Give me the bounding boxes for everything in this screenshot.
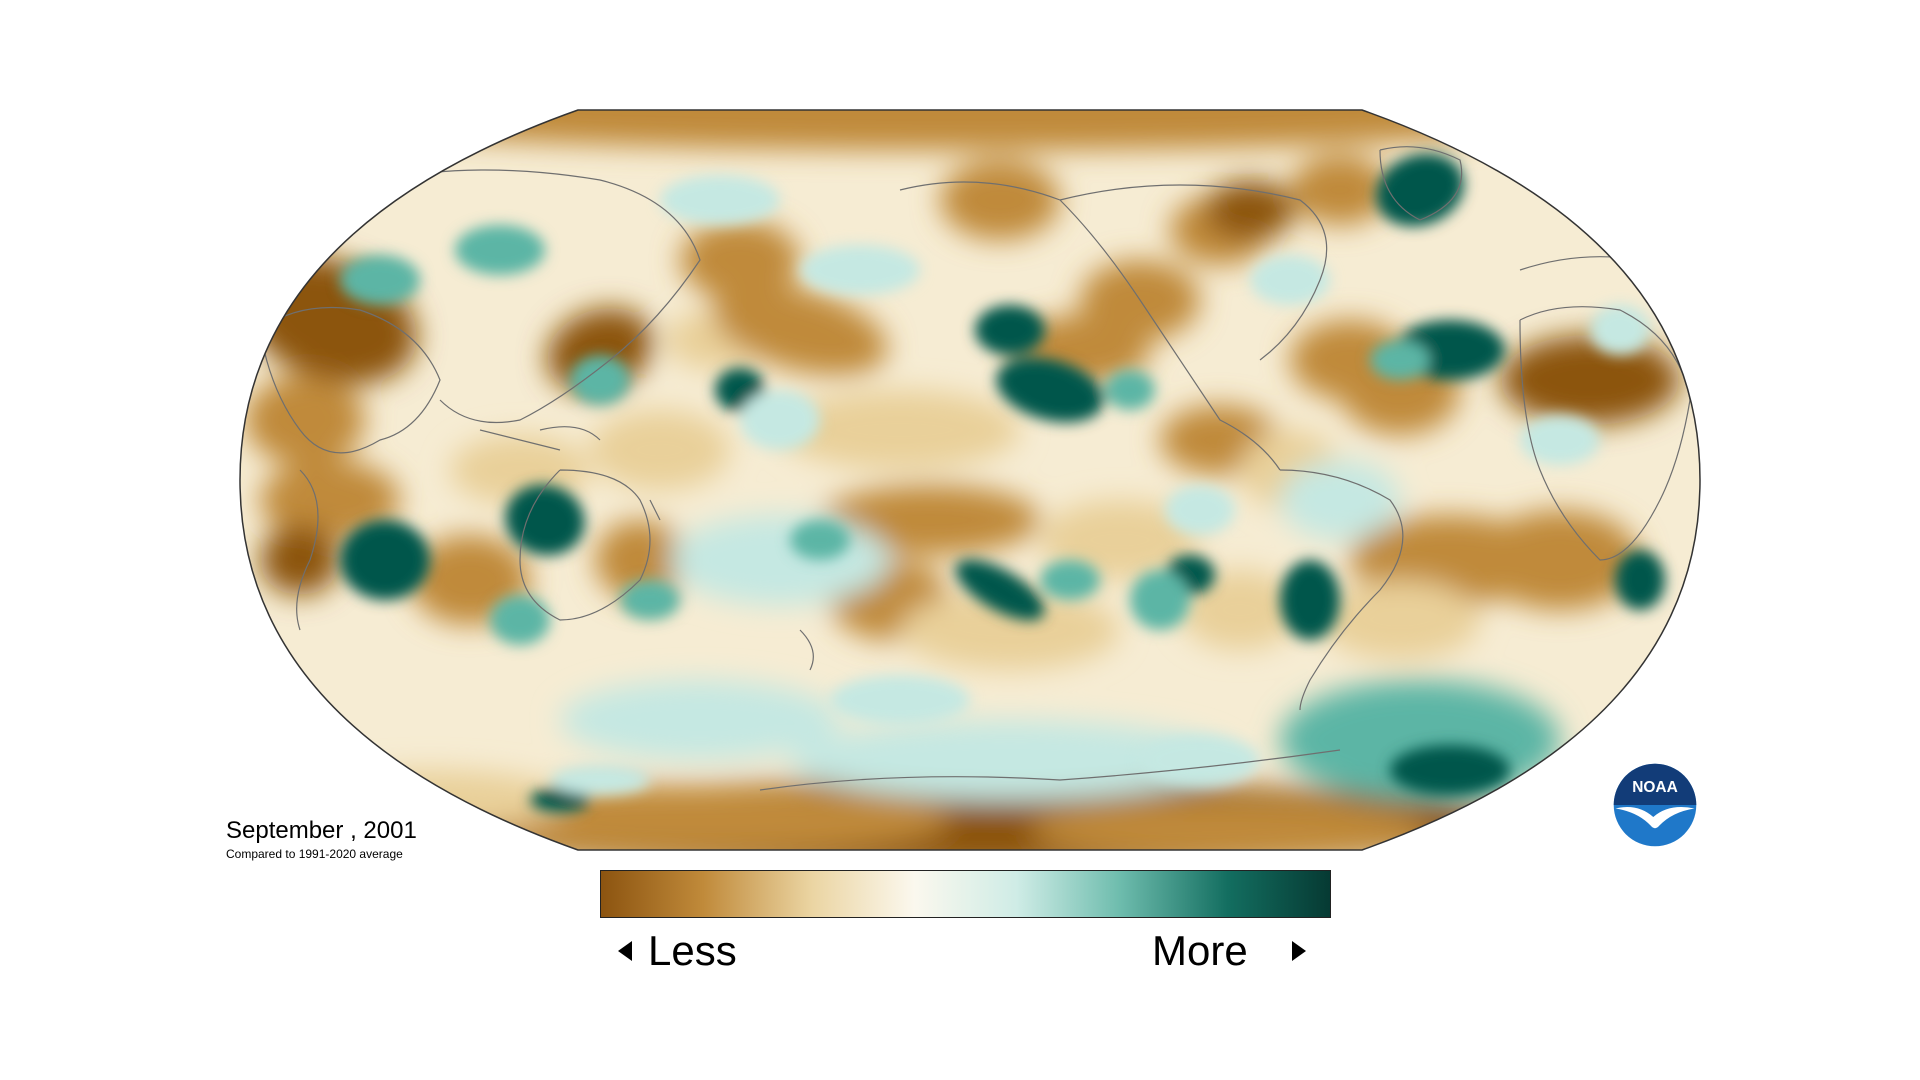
globe-outline (239, 109, 1701, 851)
coastline-path (649, 499, 814, 671)
anomaly-blob (560, 680, 840, 760)
anomaly-blob (1105, 370, 1155, 410)
anomaly-blob (1140, 735, 1260, 785)
noaa-logo-icon: NOAA (1613, 763, 1697, 847)
anomaly-blob (900, 590, 1120, 670)
anomaly-blob (996, 357, 1104, 423)
anomaly-blob (955, 559, 1045, 621)
anomaly-blob (455, 225, 545, 275)
anomaly-blob (1040, 560, 1100, 600)
right-arrow-icon (1292, 941, 1306, 961)
anomaly-blob (260, 525, 340, 595)
coastline-path (259, 306, 441, 454)
anomaly-blob (1520, 415, 1600, 465)
legend-less-label: Less (648, 927, 737, 974)
anomaly-blob (1290, 155, 1390, 225)
coastline-path (519, 469, 651, 621)
anomaly-field-detail (340, 153, 1665, 812)
anomaly-blob (595, 520, 685, 600)
anomaly-blob (712, 284, 888, 376)
baseline-label: Compared to 1991-2020 average (226, 847, 403, 861)
anomaly-blob (1500, 335, 1680, 425)
coastline-path (1059, 184, 1328, 361)
anomaly-blob (790, 720, 1230, 800)
anomaly-blob (340, 520, 430, 600)
coastline-path (759, 749, 1341, 791)
anomaly-blob (940, 160, 1060, 240)
anomaly-blob (1165, 485, 1235, 535)
anomaly-blob (245, 375, 365, 465)
anomaly-blob (1480, 510, 1640, 610)
anomaly-blob (670, 515, 890, 605)
left-arrow-icon (618, 941, 632, 961)
coastline-path (1379, 146, 1463, 221)
anomaly-blob (1590, 305, 1650, 355)
coastline-path (296, 469, 319, 631)
anomaly-blob (740, 390, 820, 450)
date-label: September , 2001 (226, 817, 417, 844)
coastline-path (899, 181, 1281, 471)
anomaly-blob (490, 595, 550, 645)
anomaly-blob (1280, 460, 1400, 540)
svg-text:NOAA: NOAA (1632, 779, 1678, 796)
anomaly-blob (680, 220, 800, 300)
coastline-path (479, 426, 601, 451)
anomaly-blob (340, 255, 420, 305)
anomaly-blob (975, 305, 1045, 355)
anomaly-blob (1180, 570, 1300, 650)
anomaly-blob (1250, 255, 1330, 305)
anomaly-blob (1390, 745, 1510, 795)
anomaly-blob (1280, 560, 1340, 640)
legend-more-label: More (1152, 927, 1248, 974)
coastline-path (1279, 469, 1404, 711)
coastlines (259, 146, 1691, 791)
anomaly-blob (1130, 570, 1190, 630)
anomaly-blob (550, 765, 650, 795)
anomaly-blob (1615, 550, 1665, 610)
anomaly-blob (1370, 340, 1430, 380)
anomaly-blob (780, 390, 1020, 470)
anomaly-blob (1030, 800, 1430, 850)
anomaly-blob (1040, 500, 1200, 580)
anomaly-blob (660, 175, 780, 225)
anomaly-blob (1320, 580, 1480, 660)
anomaly-blob (505, 484, 585, 556)
anomaly-blob (260, 460, 400, 540)
anomaly-blob (790, 520, 850, 560)
anomaly-blob (620, 580, 680, 620)
coastline-path (1519, 306, 1691, 561)
anomaly-blob (530, 788, 590, 812)
anomaly-blob (1205, 180, 1295, 240)
anomaly-blob (570, 355, 630, 405)
anomaly-blob (800, 245, 920, 295)
color-scale-bar (600, 870, 1331, 918)
anomaly-blob (260, 110, 1660, 150)
coastline-path (379, 169, 701, 424)
anomaly-blob (590, 410, 730, 490)
anomaly-blob (830, 675, 970, 725)
